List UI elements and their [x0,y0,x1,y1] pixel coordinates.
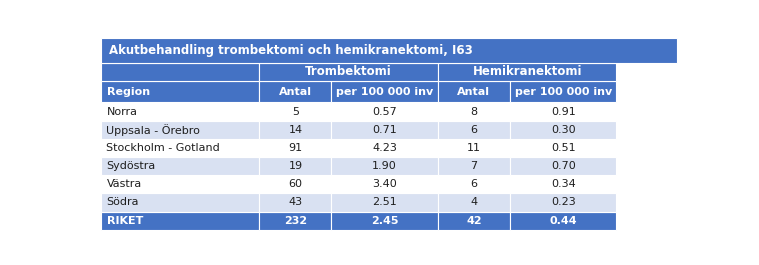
Text: 0.91: 0.91 [551,107,575,117]
Text: Region: Region [106,87,150,97]
Text: 43: 43 [288,197,303,207]
Text: 11: 11 [467,143,481,153]
Text: 6: 6 [471,179,477,189]
Text: Akutbehandling trombektomi och hemikranektomi, I63: Akutbehandling trombektomi och hemikrane… [109,44,473,57]
Text: 6: 6 [471,125,477,135]
Text: 14: 14 [288,125,303,135]
Bar [260,211,332,230]
Text: 1.90: 1.90 [373,161,397,171]
Text: Sydöstra: Sydöstra [106,161,156,171]
Bar [101,102,260,121]
Bar [260,63,438,81]
Text: 5: 5 [292,107,299,117]
Text: per 100 000 inv: per 100 000 inv [515,87,612,97]
Text: Antal: Antal [279,87,312,97]
Text: Hemikranektomi: Hemikranektomi [472,65,582,78]
Bar [260,121,332,139]
Bar [510,102,616,121]
Bar [510,211,616,230]
Text: 0.30: 0.30 [551,125,575,135]
Bar [332,139,438,157]
Bar [260,102,332,121]
Bar [260,175,332,193]
Text: 0.51: 0.51 [551,143,575,153]
Bar [101,121,260,139]
Bar [332,121,438,139]
Text: 2.51: 2.51 [373,197,397,207]
Text: 0.34: 0.34 [551,179,575,189]
Text: 0.23: 0.23 [551,197,575,207]
Text: 2.45: 2.45 [371,216,398,226]
Bar [438,81,510,102]
Text: Uppsala - Örebro: Uppsala - Örebro [106,124,200,136]
Bar [438,175,510,193]
Bar [438,157,510,175]
Bar [260,157,332,175]
Bar [438,211,510,230]
Text: 19: 19 [288,161,303,171]
Text: 0.44: 0.44 [550,216,577,226]
Text: Södra: Södra [106,197,139,207]
Text: Trombektomi: Trombektomi [305,65,392,78]
Text: 232: 232 [284,216,307,226]
Bar [438,193,510,211]
Text: 4.23: 4.23 [372,143,397,153]
Bar [438,121,510,139]
Bar [101,81,260,102]
Bar [438,139,510,157]
Bar [510,81,616,102]
Text: 42: 42 [466,216,482,226]
Text: 7: 7 [471,161,477,171]
Text: Stockholm - Gotland: Stockholm - Gotland [106,143,220,153]
Text: 0.70: 0.70 [551,161,575,171]
Bar [332,193,438,211]
Text: 3.40: 3.40 [373,179,397,189]
Bar [510,157,616,175]
Bar [332,102,438,121]
Bar [260,139,332,157]
Bar [510,139,616,157]
Bar [438,63,616,81]
Text: per 100 000 inv: per 100 000 inv [336,87,433,97]
Text: Västra: Västra [106,179,142,189]
Text: 60: 60 [288,179,302,189]
Text: 4: 4 [471,197,477,207]
Text: 91: 91 [288,143,303,153]
Bar [332,81,438,102]
Text: RIKET: RIKET [106,216,143,226]
Bar [260,193,332,211]
Bar [332,211,438,230]
Bar [101,38,677,63]
Text: Norra: Norra [106,107,137,117]
Bar [510,121,616,139]
Bar [101,211,260,230]
Bar [260,81,332,102]
Bar [101,157,260,175]
Bar [332,175,438,193]
Text: 8: 8 [471,107,477,117]
Bar [101,139,260,157]
Bar [510,193,616,211]
Text: Antal: Antal [458,87,490,97]
Bar [101,193,260,211]
Bar [332,157,438,175]
Bar [101,63,260,81]
Bar [510,175,616,193]
Text: 0.57: 0.57 [373,107,397,117]
Text: 0.71: 0.71 [373,125,397,135]
Bar [438,102,510,121]
Bar [101,175,260,193]
